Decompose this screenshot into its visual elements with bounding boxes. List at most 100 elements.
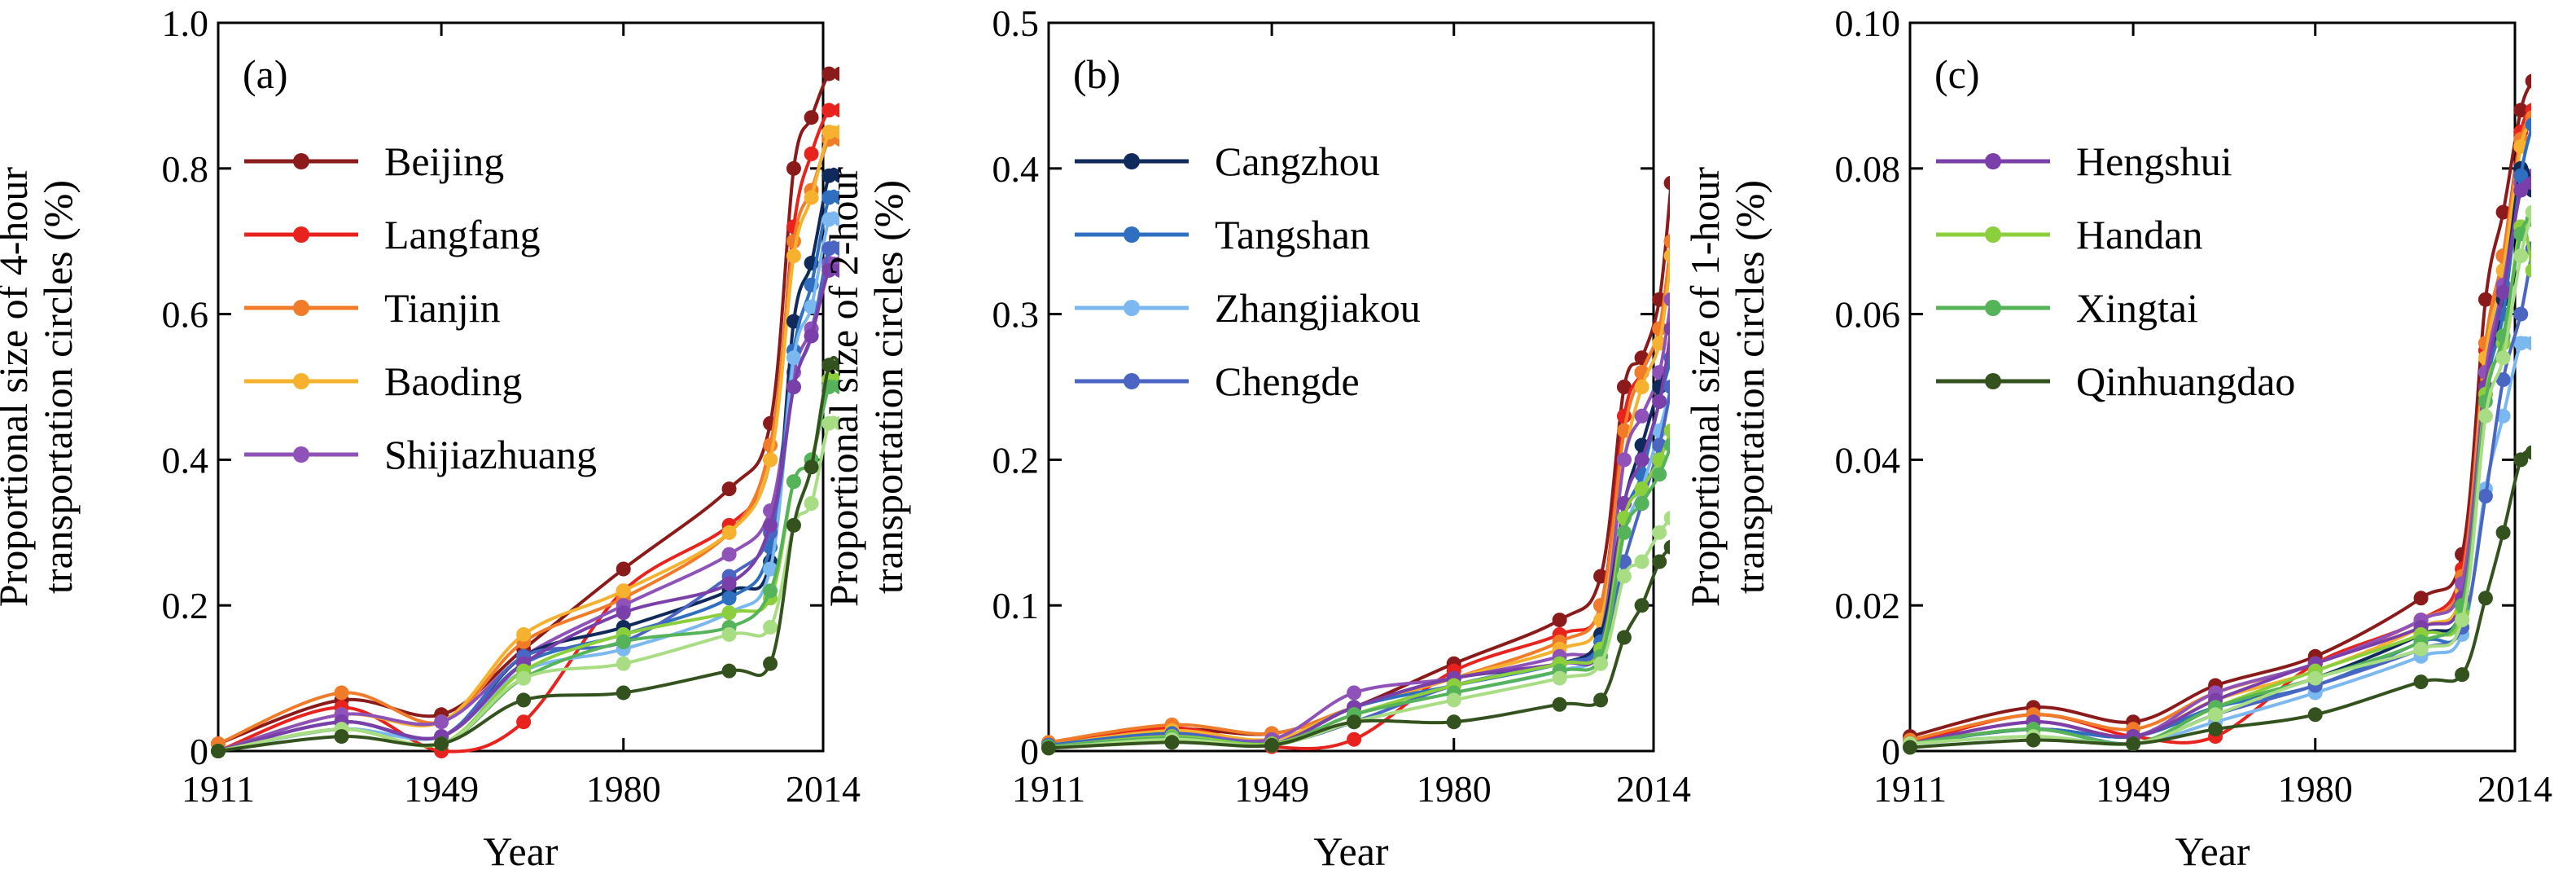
data-point xyxy=(2525,445,2531,460)
legend-entry: Cangzhou xyxy=(1215,138,1380,184)
legend-marker xyxy=(1985,373,2001,389)
data-point xyxy=(763,561,778,577)
data-point xyxy=(821,168,837,183)
data-point xyxy=(1652,554,1667,569)
data-point xyxy=(2413,591,2429,606)
series-line xyxy=(1909,218,2531,746)
legend-marker xyxy=(293,226,309,243)
data-point xyxy=(1616,525,1632,540)
legend-entry: Shijiazhuang xyxy=(384,432,597,477)
legend: Cangzhou Tangshan Zhangjiakou Chengde xyxy=(1075,138,1421,404)
legend-marker xyxy=(293,446,309,463)
legend-entry: Qinhuangdao xyxy=(2076,358,2295,404)
legend-marker xyxy=(1124,373,1140,389)
legend-marker xyxy=(1124,153,1140,169)
series-group xyxy=(1041,175,1670,756)
legend-marker xyxy=(1124,226,1140,243)
data-point xyxy=(2495,284,2511,300)
y-tick-label: 0.4 xyxy=(992,148,1040,190)
data-point xyxy=(516,714,532,730)
data-point xyxy=(1616,569,1632,584)
data-point xyxy=(1616,452,1632,468)
data-point xyxy=(1652,525,1667,540)
data-point xyxy=(1593,692,1609,708)
y-tick-label: 0.10 xyxy=(1835,2,1901,44)
y-tick-label: 0.8 xyxy=(162,148,209,190)
data-point xyxy=(2307,670,2323,686)
y-tick-label: 0.5 xyxy=(992,2,1040,44)
data-point xyxy=(833,358,839,373)
data-point xyxy=(2495,372,2511,388)
data-point xyxy=(1552,696,1567,712)
legend-marker xyxy=(1124,300,1140,316)
series-line xyxy=(1909,248,2531,746)
data-point xyxy=(1663,321,1670,336)
y-axis-title: transportation circles (%) xyxy=(865,180,911,594)
legend-entry: Langfang xyxy=(384,212,541,257)
data-point xyxy=(763,517,778,533)
x-axis-title: Year xyxy=(483,828,558,874)
series-line xyxy=(1048,299,1670,747)
series-line xyxy=(1048,429,1670,749)
data-point xyxy=(334,685,349,701)
data-point xyxy=(833,125,839,139)
data-point xyxy=(821,262,837,278)
series-line xyxy=(1909,171,2531,746)
data-point xyxy=(833,241,839,256)
data-point xyxy=(804,496,819,512)
data-point xyxy=(833,415,839,431)
data-point xyxy=(804,110,819,125)
data-point xyxy=(1634,496,1649,512)
panel-label: (b) xyxy=(1073,51,1120,97)
x-tick-label: 1980 xyxy=(586,768,661,810)
data-point xyxy=(516,626,532,642)
data-point xyxy=(334,729,349,745)
data-point xyxy=(2513,182,2529,198)
legend: Beijing Langfang Tianjin Baoding Shijiazhuan… xyxy=(244,138,597,477)
data-point xyxy=(1616,630,1632,645)
data-point xyxy=(1634,408,1649,424)
series-line xyxy=(1909,124,2531,746)
data-point xyxy=(786,517,801,533)
legend-entry: Xingtai xyxy=(2076,285,2198,331)
series-line xyxy=(1909,222,2531,746)
data-point xyxy=(2513,452,2529,468)
y-axis-title: transportation circles (%) xyxy=(1727,180,1772,594)
data-point xyxy=(804,328,819,344)
data-point xyxy=(2513,306,2529,322)
legend-marker xyxy=(1985,153,2001,169)
data-point xyxy=(821,190,837,205)
x-axis-title: Year xyxy=(1313,828,1388,874)
data-point xyxy=(786,474,801,490)
y-tick-label: 0.6 xyxy=(162,294,209,336)
data-point xyxy=(2495,204,2511,220)
data-point xyxy=(763,656,778,671)
data-point xyxy=(2525,204,2531,220)
data-point xyxy=(2208,707,2223,723)
data-point xyxy=(516,692,532,708)
data-point xyxy=(2495,350,2511,366)
data-point xyxy=(721,576,737,591)
series-group xyxy=(1903,73,2531,755)
data-point xyxy=(1663,423,1670,438)
data-point xyxy=(1634,598,1649,613)
y-tick-label: 0.02 xyxy=(1835,585,1901,626)
chart-panel-2: 0 0.1 0.2 0.3 0.4 0.5 1911 1949 1980 2014 Year Prop… xyxy=(821,2,1691,874)
y-tick-label: 0.06 xyxy=(1835,294,1901,336)
data-point xyxy=(1663,511,1670,525)
data-point xyxy=(821,103,837,118)
data-point xyxy=(1616,380,1632,394)
data-point xyxy=(1634,380,1649,394)
legend-entry: Baoding xyxy=(384,358,522,404)
data-point xyxy=(804,459,819,475)
data-point xyxy=(763,452,778,468)
data-point xyxy=(763,620,778,635)
y-tick-label: 0.04 xyxy=(1835,439,1901,481)
data-point xyxy=(833,190,839,205)
data-point xyxy=(1593,656,1609,671)
data-point xyxy=(2455,667,2470,683)
data-point xyxy=(1164,735,1180,750)
data-point xyxy=(2477,408,2493,424)
legend-entry: Tianjin xyxy=(384,285,501,331)
